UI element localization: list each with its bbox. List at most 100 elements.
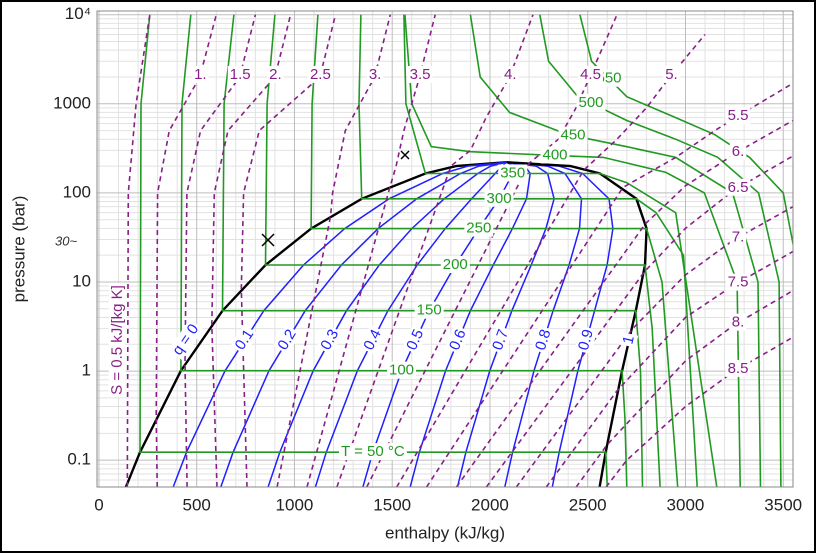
label-background	[729, 142, 747, 160]
isotherm	[139, 14, 609, 487]
label-background	[578, 65, 603, 83]
isotherm	[404, 14, 741, 487]
x-tick-label: 0	[94, 495, 103, 514]
label-background	[402, 324, 429, 355]
curve-label: 150	[417, 302, 442, 319]
y-tick-label: 1	[82, 361, 91, 380]
label-background	[725, 273, 751, 291]
isentrope	[155, 14, 218, 487]
isotherm	[539, 14, 782, 487]
label-background	[273, 324, 301, 355]
curve-label: 200	[443, 256, 468, 273]
label-background	[414, 301, 444, 319]
label-background	[540, 146, 570, 164]
curve-label: 8.5	[728, 360, 749, 377]
x-tick-label: 2000	[471, 495, 509, 514]
curve-label: 2.5	[310, 66, 331, 83]
quality-line	[409, 161, 531, 487]
isentrope	[425, 82, 793, 487]
label-background	[366, 65, 384, 83]
curve-label: 250	[466, 220, 491, 237]
saturation-line	[124, 161, 507, 487]
label-background	[440, 255, 470, 273]
x-axis-label: enthalpy (kJ/kg)	[385, 523, 505, 542]
curve-label: 4.	[504, 66, 517, 83]
label-background	[484, 189, 514, 207]
isentrope	[485, 155, 793, 487]
curve-label: 0.6	[446, 327, 470, 353]
label-background	[574, 325, 598, 355]
label-background	[618, 331, 639, 348]
x-tick-label: 2500	[569, 495, 607, 514]
y-tick-label: 1000	[53, 93, 91, 112]
curve-label: 2.	[269, 66, 282, 83]
isentrope	[210, 14, 292, 487]
label-background	[192, 65, 209, 83]
quality-line	[220, 161, 507, 487]
isentrope	[605, 336, 793, 487]
curve-label: 4.5	[580, 66, 601, 83]
isotherm	[469, 14, 762, 487]
isentrope	[126, 14, 151, 487]
curve-label: 300	[487, 190, 512, 207]
label-background	[498, 164, 528, 182]
label-background	[316, 324, 344, 355]
quality-line	[267, 161, 507, 487]
curve-label: 350	[500, 164, 525, 181]
curve-label: 0.8	[532, 327, 555, 352]
quality-line	[506, 161, 614, 487]
curve-label: 0.9	[575, 328, 597, 353]
label-background	[167, 319, 204, 361]
y-tick-label: 0.1	[67, 450, 91, 469]
label-background	[725, 359, 751, 377]
label-background	[230, 324, 259, 355]
curve-label: 400	[542, 146, 567, 163]
x-tick-label: 3500	[764, 495, 802, 514]
label-background	[464, 219, 494, 237]
quality-line	[456, 161, 555, 487]
label-background	[339, 443, 407, 461]
label-background	[445, 325, 471, 355]
label-background	[359, 324, 386, 355]
isentrope	[515, 206, 793, 487]
cross-marker	[261, 150, 410, 247]
curve-label: 6.	[732, 143, 745, 160]
curve-label: 450	[560, 127, 585, 144]
isentrope	[545, 250, 793, 487]
label-background	[663, 65, 680, 83]
curve-label: 0.7	[489, 327, 512, 352]
label-background	[576, 94, 606, 112]
label-background	[558, 126, 588, 144]
curve-label: 100	[389, 362, 414, 379]
label-background	[501, 65, 519, 83]
label-background	[386, 361, 417, 379]
curve-label: 7.	[732, 228, 745, 245]
curve-label: 3.	[369, 66, 382, 83]
curve-label: 6.5	[728, 179, 749, 196]
x-tick-label: 3000	[667, 495, 705, 514]
x-tick-label: 500	[183, 495, 211, 514]
label-background	[407, 65, 433, 83]
label-background	[729, 313, 747, 331]
curve-label: T = 50 °C	[341, 443, 405, 460]
label-background	[531, 325, 556, 355]
curve-label: 500	[578, 94, 603, 111]
label-background	[227, 65, 253, 83]
plot-border	[96, 10, 794, 488]
isentrope	[455, 119, 793, 487]
label-background	[725, 178, 751, 196]
curve-label: 5.5	[728, 107, 749, 124]
curve-label: 1.	[194, 66, 207, 83]
label-background	[108, 283, 126, 397]
label-background	[307, 65, 333, 83]
annotation: 30~	[55, 233, 77, 248]
curve-label: 5.	[665, 66, 678, 83]
y-axis-label: pressure (bar)	[9, 196, 28, 303]
curve-label: 8.	[732, 314, 745, 331]
isotherm	[358, 14, 698, 487]
label-background	[725, 107, 751, 125]
y-tick-label: 100	[63, 182, 91, 201]
isotherm	[403, 14, 718, 487]
y-tick-label: 10⁴	[65, 4, 91, 23]
